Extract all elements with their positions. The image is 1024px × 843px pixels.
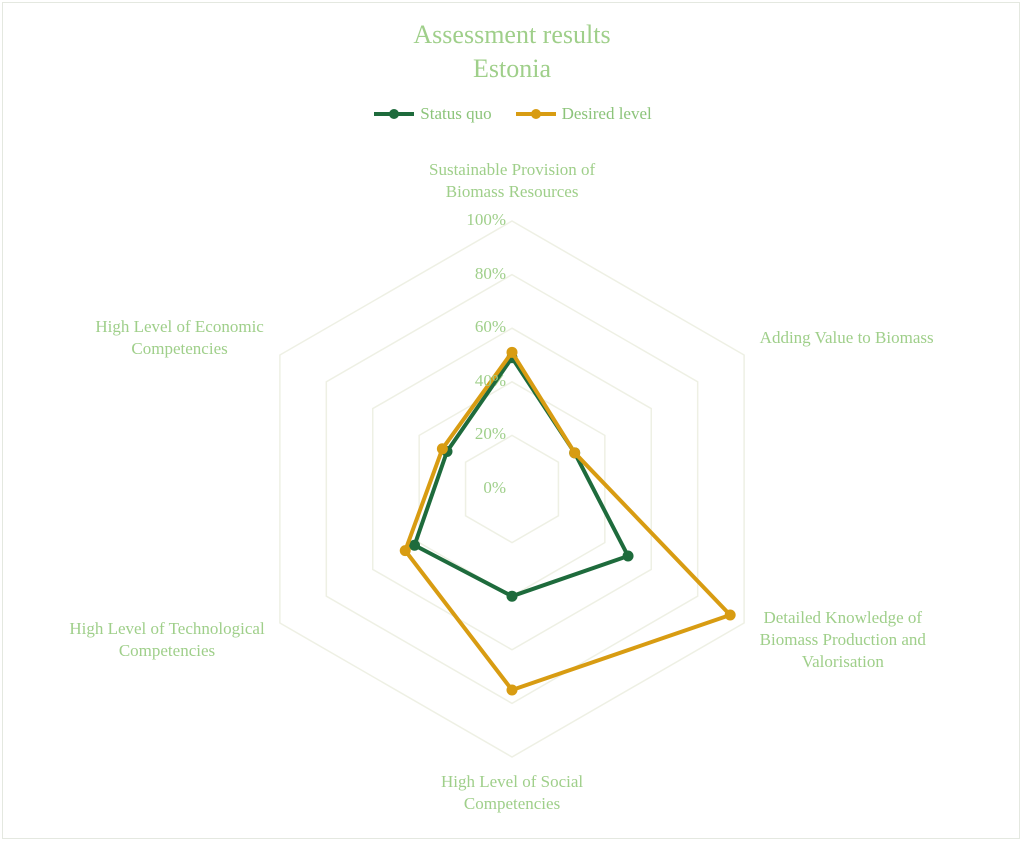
series-point-1-2 <box>724 609 736 621</box>
axis-label-3-line-1: Competencies <box>463 794 561 813</box>
series-point-0-2 <box>622 550 634 562</box>
series-point-1-3 <box>506 684 518 696</box>
series-point-1-4 <box>399 545 411 557</box>
axis-label-5-line-0: High Level of Economic <box>95 317 264 336</box>
series-point-1-5 <box>436 443 448 455</box>
axis-label-1-line-0: Adding Value to Biomass <box>759 328 934 347</box>
grid-ring-4 <box>325 273 699 705</box>
legend-item-desired-level[interactable]: Desired level <box>514 104 652 124</box>
axis-label-5: High Level of Economic Competencies <box>95 316 264 360</box>
tick-label-1: 20% <box>474 424 506 444</box>
series-point-0-4 <box>409 539 421 551</box>
grid-ring-3 <box>371 327 653 651</box>
axis-label-4-line-0: High Level of Technological <box>69 619 265 638</box>
chart-title: Assessment results <box>413 20 611 49</box>
series-point-0-3 <box>506 590 518 602</box>
axis-label-2-line-2: Valorisation <box>801 652 884 671</box>
tick-label-5: 100% <box>466 210 506 229</box>
grid-ring-1 <box>464 434 560 544</box>
axis-label-1: Adding Value to Biomass <box>760 327 934 349</box>
axis-label-4: High Level of Technological Competencies <box>69 618 264 662</box>
axis-label-4-line-1: Competencies <box>118 641 216 660</box>
tick-label-3: 60% <box>474 317 506 337</box>
grid-ring-5 <box>279 220 745 758</box>
chart-legend: Status quo Desired level <box>0 104 1024 124</box>
legend-label-status-quo: Status quo <box>420 104 492 123</box>
axis-label-0-line-1: Biomass Resources <box>445 182 579 201</box>
tick-label-0: 0% <box>483 478 506 497</box>
legend-label-desired-level: Desired level <box>561 104 652 123</box>
series-point-1-0 <box>506 346 518 358</box>
legend-swatch-status-quo <box>374 109 415 119</box>
axis-label-0-line-0: Sustainable Provision of <box>429 160 596 179</box>
axis-label-0: Sustainable Provision of Biomass Resource… <box>429 159 595 203</box>
series-point-1-1 <box>569 447 581 459</box>
legend-item-status-quo[interactable]: Status quo <box>372 104 492 124</box>
axis-label-2: Detailed Knowledge of Biomass Production … <box>760 607 926 673</box>
axis-label-3-line-0: High Level of Social <box>441 772 584 791</box>
tick-label-4: 80% <box>474 263 506 283</box>
axis-label-2-line-1: Biomass Production and <box>759 630 926 649</box>
axis-label-2-line-0: Detailed Knowledge of <box>763 608 923 627</box>
chart-subtitle: Estonia <box>473 54 551 83</box>
axis-label-5-line-1: Competencies <box>131 339 228 358</box>
series-line-desired-level <box>403 350 733 692</box>
axis-label-3: High Level of Social Competencies <box>441 771 583 815</box>
tick-label-2: 40% <box>474 370 506 390</box>
legend-swatch-desired-level <box>515 109 556 119</box>
